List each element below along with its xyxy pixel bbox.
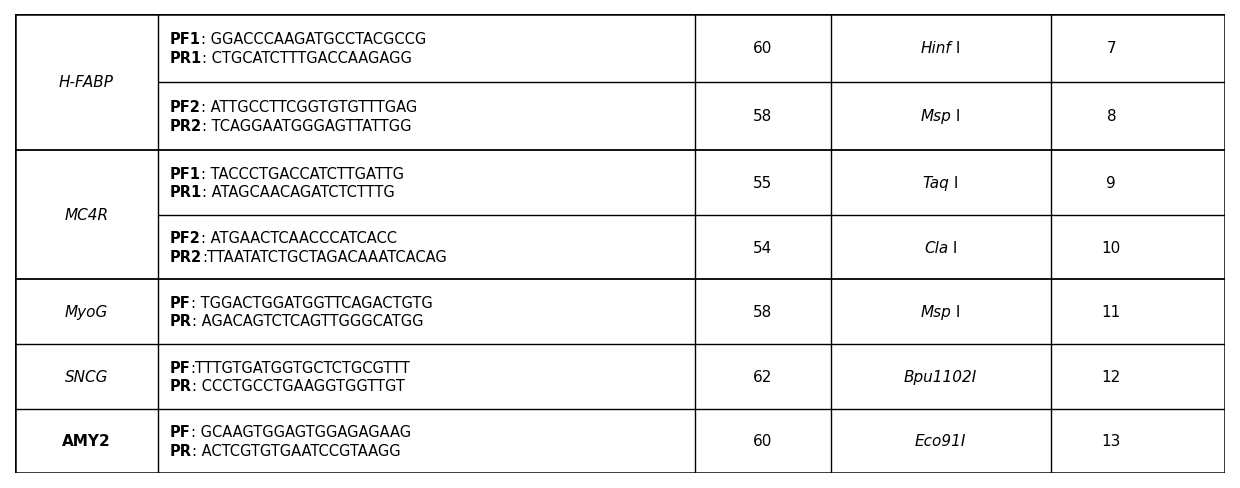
Text: : TGGACTGGATGGTTCAGACTGTG: : TGGACTGGATGGTTCAGACTGTG	[191, 295, 433, 310]
Text: 11: 11	[1101, 305, 1121, 320]
Text: Msp: Msp	[920, 305, 951, 320]
Text: : ACTCGTGTGAATCCGTAAGG: : ACTCGTGTGAATCCGTAAGG	[192, 443, 401, 458]
Text: 10: 10	[1101, 240, 1121, 255]
Text: I: I	[949, 240, 957, 255]
Text: : GGACCCAAGATGCCTACGCCG: : GGACCCAAGATGCCTACGCCG	[201, 32, 427, 47]
Text: I: I	[951, 41, 961, 56]
Text: SNCG: SNCG	[64, 369, 108, 384]
Text: 58: 58	[753, 109, 773, 124]
Text: 9: 9	[1106, 176, 1116, 190]
Text: PR: PR	[170, 443, 192, 458]
Text: 13: 13	[1101, 434, 1121, 448]
Text: 60: 60	[753, 434, 773, 448]
Text: 60: 60	[753, 41, 773, 56]
Text: 54: 54	[753, 240, 773, 255]
Text: Msp: Msp	[920, 109, 951, 124]
Text: : ATTGCCTTCGGTGTGTTTGAG: : ATTGCCTTCGGTGTGTTTGAG	[201, 100, 417, 115]
Text: PR2: PR2	[170, 119, 202, 133]
Text: : ATAGCAACAGATCTCTTTG: : ATAGCAACAGATCTCTTTG	[202, 185, 394, 200]
Text: PF: PF	[170, 295, 191, 310]
Text: PR: PR	[170, 314, 192, 329]
Text: 8: 8	[1106, 109, 1116, 124]
Text: AMY2: AMY2	[62, 434, 110, 448]
Text: Eco91I: Eco91I	[915, 434, 966, 448]
Text: :TTAATATCTGCTAGACAAATCACAG: :TTAATATCTGCTAGACAAATCACAG	[202, 249, 446, 264]
Text: 12: 12	[1101, 369, 1121, 384]
Text: 58: 58	[753, 305, 773, 320]
Text: PR: PR	[170, 378, 192, 393]
Text: H-FABP: H-FABP	[58, 75, 114, 90]
Text: 7: 7	[1106, 41, 1116, 56]
Text: I: I	[951, 305, 961, 320]
Text: PR1: PR1	[170, 185, 202, 200]
Text: : CTGCATCTTTGACCAAGAGG: : CTGCATCTTTGACCAAGAGG	[202, 50, 412, 65]
Text: PF1: PF1	[170, 32, 201, 47]
Text: PF1: PF1	[170, 166, 201, 181]
Text: MyoG: MyoG	[64, 305, 108, 320]
Text: : CCCTGCCTGAAGGTGGTTGT: : CCCTGCCTGAAGGTGGTTGT	[192, 378, 404, 393]
Text: : GCAAGTGGAGTGGAGAGAAG: : GCAAGTGGAGTGGAGAGAAG	[191, 425, 410, 439]
Text: Taq: Taq	[923, 176, 950, 190]
Text: Bpu1102I: Bpu1102I	[904, 369, 977, 384]
Text: PF: PF	[170, 360, 191, 375]
Text: : AGACAGTCTCAGTTGGGCATGG: : AGACAGTCTCAGTTGGGCATGG	[192, 314, 423, 329]
Text: 62: 62	[753, 369, 773, 384]
Text: : TCAGGAATGGGAGTTATTGG: : TCAGGAATGGGAGTTATTGG	[202, 119, 412, 133]
Text: I: I	[950, 176, 959, 190]
Text: PR1: PR1	[170, 50, 202, 65]
Text: PR2: PR2	[170, 249, 202, 264]
Text: Hinf: Hinf	[920, 41, 951, 56]
Text: Cla: Cla	[924, 240, 949, 255]
Text: 55: 55	[753, 176, 773, 190]
Text: : ATGAACTCAACCCATCACC: : ATGAACTCAACCCATCACC	[201, 231, 397, 246]
Text: PF2: PF2	[170, 100, 201, 115]
Text: PF: PF	[170, 425, 191, 439]
Text: :TTTGTGATGGTGCTCTGCGTTT: :TTTGTGATGGTGCTCTGCGTTT	[191, 360, 410, 375]
Text: : TACCCTGACCATCTTGATTG: : TACCCTGACCATCTTGATTG	[201, 166, 404, 181]
Text: I: I	[951, 109, 961, 124]
Text: MC4R: MC4R	[64, 208, 108, 223]
Text: PF2: PF2	[170, 231, 201, 246]
